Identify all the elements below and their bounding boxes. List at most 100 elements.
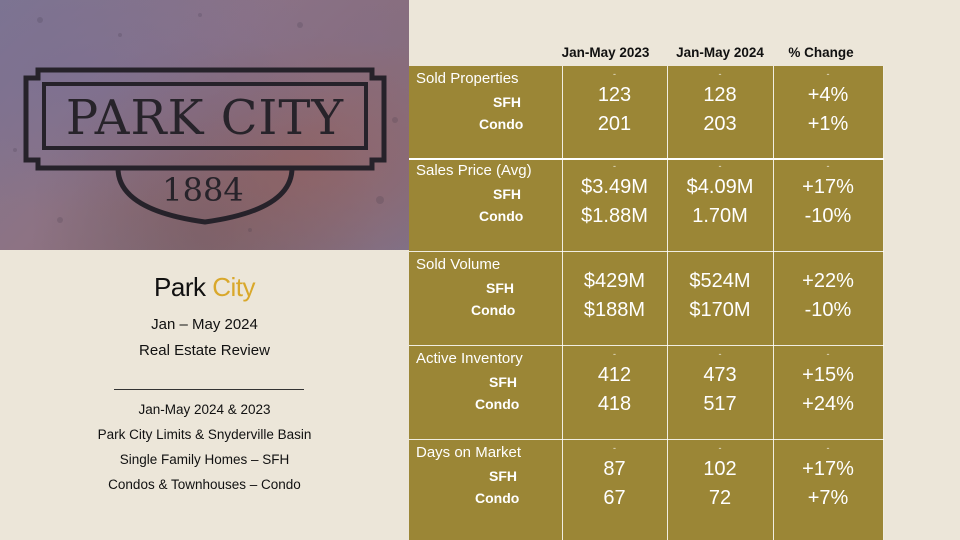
sfh-value: 128: [703, 84, 737, 106]
value-cell-2023: - 87 67: [562, 440, 667, 534]
sfh-definition: Single Family Homes – SFH: [119, 452, 290, 467]
sfh-change: +15%: [802, 364, 854, 386]
condo-change: +7%: [807, 487, 849, 509]
header-2024: Jan-May 2024: [676, 45, 764, 60]
condo-value: 418: [597, 393, 632, 415]
report-period: Jan – May 2024: [151, 316, 258, 333]
value-cell-2023: - 123 201: [562, 66, 667, 160]
dash-marker: -: [613, 443, 616, 453]
area-note: Park City Limits & Snyderville Basin: [97, 427, 312, 442]
value-cell-2024: - 128 203: [667, 66, 773, 160]
sfh-value: 102: [703, 458, 737, 480]
dash-marker: -: [826, 69, 830, 79]
sfh-label: SFH: [493, 94, 521, 110]
sfh-label: SFH: [489, 468, 517, 484]
change-cell: - +17% +7%: [773, 440, 883, 534]
header-change: % Change: [788, 45, 854, 60]
metric-cell: Sold Properties SFH Condo: [409, 66, 562, 160]
condo-label: Condo: [479, 116, 524, 132]
metric-title: Sold Volume: [416, 256, 501, 273]
brand-park: Park: [154, 272, 213, 302]
dash-marker: -: [718, 349, 722, 359]
dash-marker: -: [613, 69, 616, 79]
change-cell: +22% -10%: [773, 252, 883, 346]
sfh-change: +22%: [802, 270, 854, 292]
metric-cell: Sold Volume SFH Condo: [409, 252, 562, 346]
metric-title: Sold Properties: [416, 70, 519, 87]
sfh-change: +17%: [802, 458, 854, 480]
dash-marker: -: [613, 161, 616, 171]
metric-cell: Days on Market SFH Condo: [409, 440, 562, 534]
sfh-change: +17%: [802, 176, 854, 198]
column-divider: [883, 66, 884, 540]
sfh-value: 412: [597, 364, 632, 386]
value-cell-2024: $524M $170M: [667, 252, 773, 346]
condo-value: 1.70M: [692, 205, 748, 227]
condo-value: 67: [603, 487, 626, 509]
plaque-year: 1884: [162, 171, 243, 209]
report-caption: Park City Jan – May 2024 Real Estate Rev…: [0, 250, 409, 540]
metric-title: Active Inventory: [416, 350, 523, 367]
table-row: Days on Market SFH Condo - 87 67 - 102 7…: [409, 440, 884, 534]
metric-title: Sales Price (Avg): [416, 162, 532, 179]
sfh-value: 123: [597, 84, 632, 106]
dash-marker: -: [826, 443, 830, 453]
condo-change: -10%: [804, 299, 852, 321]
value-cell-2023: - $3.49M $1.88M: [562, 158, 667, 252]
stats-table: Sold Properties SFH Condo - 123 201 - 12…: [409, 66, 884, 540]
condo-label: Condo: [471, 302, 516, 318]
condo-definition: Condos & Townhouses – Condo: [108, 477, 301, 492]
dash-marker: -: [718, 443, 722, 453]
change-cell: - +15% +24%: [773, 346, 883, 440]
header-2023: Jan-May 2023: [561, 45, 650, 60]
compare-period: Jan-May 2024 & 2023: [138, 402, 271, 417]
condo-value: $188M: [583, 299, 646, 321]
condo-change: +24%: [802, 393, 854, 415]
value-cell-2024: - $4.09M 1.70M: [667, 158, 773, 252]
dash-marker: -: [718, 69, 722, 79]
plaque-title: PARK CITY: [66, 90, 345, 146]
table-row: Active Inventory SFH Condo - 412 418 - 4…: [409, 346, 884, 440]
caption-divider: [114, 389, 304, 390]
value-cell-2023: $429M $188M: [562, 252, 667, 346]
park-city-plaque-photo: PARK CITY 1884: [0, 0, 409, 250]
condo-value: 72: [708, 487, 732, 509]
condo-change: -10%: [804, 205, 852, 227]
table-row: Sold Properties SFH Condo - 123 201 - 12…: [409, 66, 884, 160]
metric-title: Days on Market: [416, 444, 522, 461]
condo-change: +1%: [807, 113, 849, 135]
value-cell-2024: - 102 72: [667, 440, 773, 534]
condo-value: 517: [703, 393, 737, 415]
sfh-value: 473: [703, 364, 737, 386]
column-divider: [562, 66, 563, 540]
table-row: Sales Price (Avg) SFH Condo - $3.49M $1.…: [409, 158, 884, 252]
report-subtitle: Real Estate Review: [139, 342, 270, 359]
dash-marker: -: [826, 161, 830, 171]
change-cell: - +17% -10%: [773, 158, 883, 252]
condo-value: 203: [703, 113, 737, 135]
brand-title: Park City: [0, 272, 409, 303]
table-row: Sold Volume SFH Condo $429M $188M $524M …: [409, 252, 884, 346]
condo-value: $1.88M: [581, 205, 648, 227]
column-divider: [773, 66, 774, 540]
condo-label: Condo: [475, 490, 520, 506]
metric-cell: Active Inventory SFH Condo: [409, 346, 562, 440]
dash-marker: -: [613, 349, 616, 359]
change-cell: - +4% +1%: [773, 66, 883, 160]
column-divider: [667, 66, 668, 540]
sfh-value: $4.09M: [686, 176, 754, 198]
sfh-value: 87: [603, 458, 626, 480]
condo-label: Condo: [475, 396, 520, 412]
sfh-label: SFH: [489, 374, 517, 390]
sfh-change: +4%: [807, 84, 849, 106]
condo-value: $170M: [689, 299, 751, 321]
dash-marker: -: [826, 349, 830, 359]
sfh-label: SFH: [493, 186, 521, 202]
sfh-value: $3.49M: [581, 176, 648, 198]
metric-cell: Sales Price (Avg) SFH Condo: [409, 158, 562, 252]
value-cell-2023: - 412 418: [562, 346, 667, 440]
plaque-graphic: PARK CITY 1884: [13, 13, 398, 232]
sfh-label: SFH: [486, 280, 514, 296]
dash-marker: -: [718, 161, 722, 171]
sfh-value: $429M: [583, 270, 646, 292]
